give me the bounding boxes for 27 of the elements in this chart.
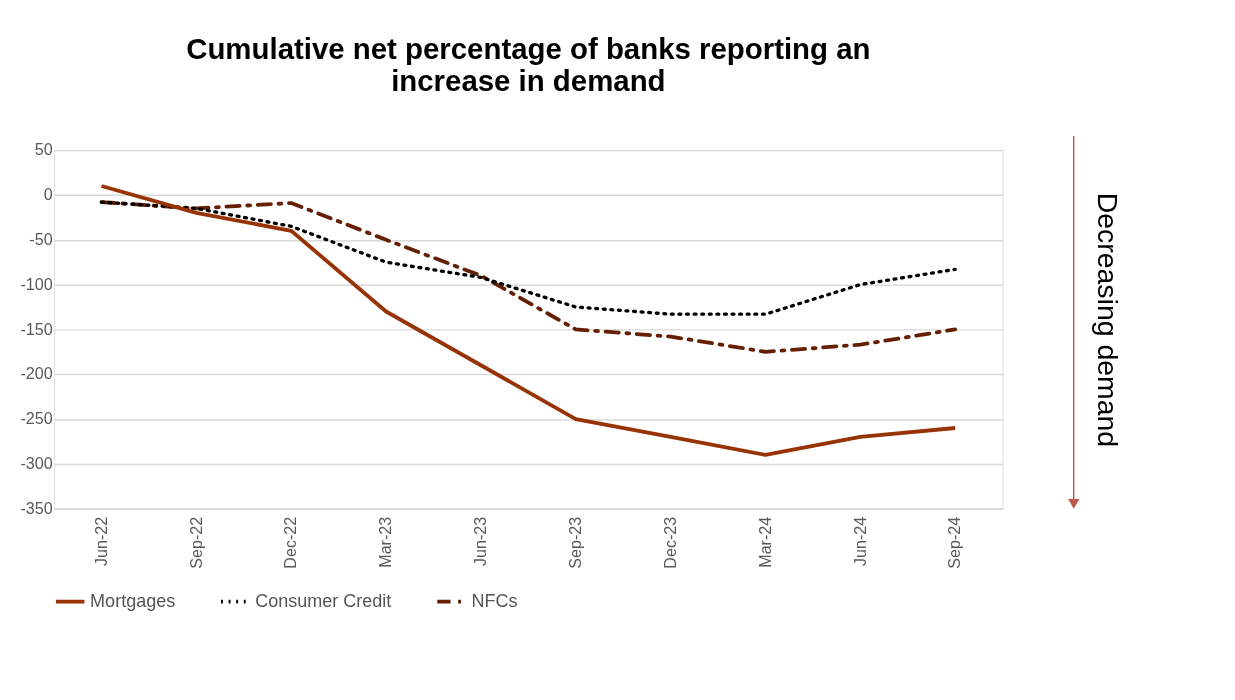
x-tick-label: Jun-23 (471, 516, 490, 567)
y-tick-label: -200 (20, 364, 53, 383)
y-tick-label: -350 (20, 498, 53, 517)
x-tick-label: Jun-22 (91, 516, 110, 567)
legend-label: NFCs (471, 591, 518, 612)
legend-label: Mortgages (90, 591, 176, 612)
x-tick-label: Dec-23 (660, 516, 679, 569)
line-series (99, 184, 958, 457)
text: Cumulative net percentage of banks reporting an (186, 32, 871, 66)
x-tick-label: Sep-22 (186, 516, 205, 569)
y-tick-label: -150 (20, 319, 53, 338)
line-series (99, 200, 958, 354)
y-tick-label: -100 (20, 274, 53, 293)
x-tick-label: Mar-24 (755, 516, 774, 568)
x-tick-label: Sep-23 (565, 516, 584, 569)
text: Decreasing demand (1092, 192, 1125, 448)
y-tick-label: -250 (20, 409, 53, 428)
y-tick-label: 0 (43, 185, 53, 204)
x-tick-label: Jun-24 (850, 516, 869, 567)
y-tick-label: -50 (29, 229, 53, 248)
y-tick-label: -300 (20, 454, 53, 473)
x-tick-label: Mar-23 (376, 516, 395, 568)
legend-label: Consumer Credit (255, 591, 392, 612)
line-series (99, 200, 957, 316)
x-tick-label: Sep-24 (945, 516, 964, 569)
x-tick-label: Dec-22 (281, 516, 300, 569)
y-tick-label: 50 (34, 140, 53, 159)
